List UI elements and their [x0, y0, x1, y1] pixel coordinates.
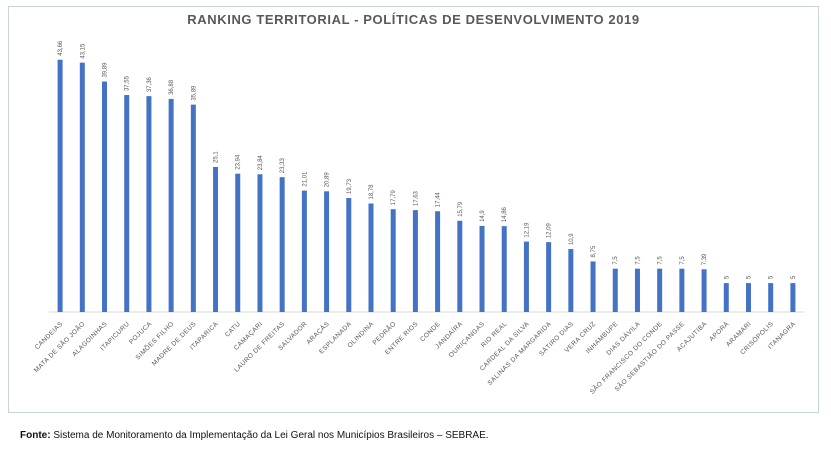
data-label: 10,9	[569, 233, 575, 245]
data-label: 23,94	[236, 154, 242, 170]
chart-title: RANKING TERRITORIAL - POLÍTICAS DE DESEN…	[187, 12, 640, 27]
data-label: 35,89	[191, 85, 197, 101]
data-label: 7,5	[613, 256, 619, 265]
chart-frame: RANKING TERRITORIAL - POLÍTICAS DE DESEN…	[8, 6, 819, 413]
data-label: 5	[769, 275, 775, 279]
data-label: 5	[724, 275, 730, 279]
source-note: Fonte: Sistema de Monitoramento da Imple…	[20, 430, 489, 441]
bar	[745, 283, 751, 312]
data-label: 17,63	[413, 190, 419, 206]
bar	[412, 210, 418, 312]
bar	[235, 173, 241, 312]
data-label: 14,9	[480, 210, 486, 222]
category-label: CATU	[224, 320, 242, 338]
data-label: 25,1	[214, 151, 220, 163]
data-label: 43,66	[58, 40, 64, 56]
bar	[523, 241, 529, 312]
bar	[657, 268, 663, 312]
data-label: 20,89	[325, 172, 331, 188]
bar	[257, 174, 263, 312]
data-label: 5	[791, 275, 797, 279]
data-label: 43,15	[80, 43, 86, 59]
bar	[190, 104, 196, 312]
data-label: 7,39	[702, 253, 708, 265]
bar	[435, 211, 441, 312]
bar	[501, 226, 507, 312]
bar	[102, 81, 108, 313]
bar	[213, 166, 219, 312]
data-label: 23,33	[280, 158, 286, 174]
data-label: 7,5	[658, 256, 664, 265]
data-label: 15,79	[458, 201, 464, 217]
data-label: 7,5	[635, 256, 641, 265]
data-label: 36,88	[169, 79, 175, 95]
bar	[612, 268, 618, 312]
bar	[790, 283, 796, 312]
bar	[324, 191, 330, 312]
source-label: Fonte:	[20, 430, 51, 441]
bar	[568, 249, 574, 312]
data-label: 21,01	[302, 171, 308, 187]
source-text: Sistema de Monitoramento da Implementaçã…	[53, 430, 489, 441]
category-label: APORÁ	[707, 319, 731, 343]
bar	[79, 62, 85, 312]
data-label: 14,86	[502, 206, 508, 222]
data-label: 17,44	[436, 192, 442, 208]
bar	[168, 98, 174, 312]
bar	[723, 283, 729, 312]
data-label: 23,84	[258, 155, 264, 171]
data-label: 17,79	[391, 190, 397, 206]
bar	[479, 225, 485, 312]
bar	[279, 177, 285, 312]
category-label: SIMÕES FILHO	[133, 319, 175, 361]
data-label: 39,89	[103, 62, 109, 78]
data-label: 37,36	[147, 76, 153, 92]
data-label: 8,75	[591, 245, 597, 257]
data-label: 19,73	[347, 178, 353, 194]
data-label: 37,55	[125, 75, 131, 91]
bar	[679, 268, 685, 312]
data-label: 18,78	[369, 184, 375, 200]
bar	[701, 269, 707, 312]
bar	[768, 283, 774, 312]
bar	[590, 261, 596, 312]
data-label: 7,5	[680, 256, 686, 265]
data-label: 12,19	[524, 222, 530, 238]
bar	[301, 190, 307, 312]
bar	[346, 198, 352, 312]
bar	[57, 59, 63, 312]
data-label: 12,09	[547, 222, 553, 238]
bar	[546, 242, 552, 312]
bar	[457, 220, 463, 312]
bar	[634, 268, 640, 312]
bar	[146, 96, 152, 312]
bar	[368, 203, 374, 312]
data-label: 5	[746, 275, 752, 279]
bar	[390, 209, 396, 312]
bar	[124, 95, 130, 312]
